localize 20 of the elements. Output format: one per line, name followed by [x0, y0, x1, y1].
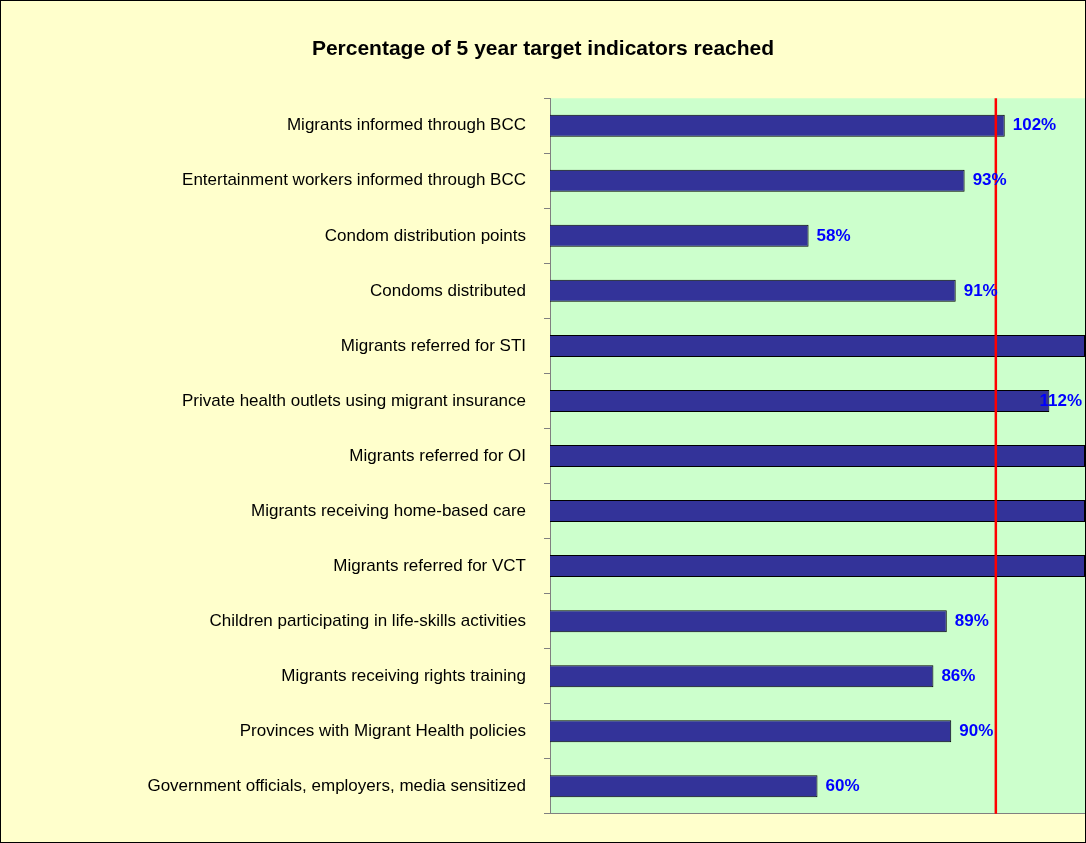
chart-title: Percentage of 5 year target indicators reached	[311, 36, 775, 60]
y-tick-label: Migrants referred for VCT	[333, 555, 526, 575]
y-tick-label: Entertainment workers informed through BCC	[182, 170, 526, 190]
y-tick-label: Condoms distributed	[370, 280, 526, 300]
y-tick-label: Government officials, employers, media sensitized	[147, 775, 526, 795]
y-tick-label: Migrants referred for OI	[349, 445, 526, 465]
y-tick-label: Condom distribution points	[324, 225, 526, 245]
data-label: 86%	[941, 665, 976, 685]
data-label: 90%	[959, 720, 994, 740]
y-tick-label: Migrants receiving rights training	[281, 665, 526, 685]
data-label: 58%	[816, 225, 851, 245]
y-tick-label: Children participating in life-skills activities	[209, 610, 526, 630]
y-tick-label: Private health outlets using migrant insurance	[182, 390, 526, 410]
y-tick-label: Migrants informed through BCC	[286, 115, 526, 135]
data-label: 102%	[1012, 115, 1057, 135]
y-tick-label: Migrants referred for STI	[340, 335, 526, 355]
data-label: 89%	[954, 610, 989, 630]
y-tick-label: Provinces with Migrant Health policies	[239, 720, 526, 740]
y-tick-label: Migrants receiving home-based care	[251, 500, 526, 520]
data-label: 60%	[825, 775, 860, 795]
